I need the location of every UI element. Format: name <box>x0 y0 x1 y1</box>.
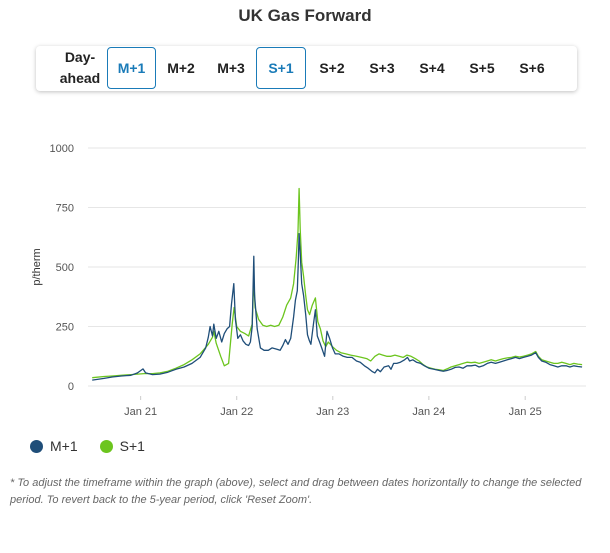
y-tick-label: 0 <box>68 381 74 393</box>
legend-label-m1: M+1 <box>50 438 78 454</box>
x-tick-label: Jan 22 <box>220 406 253 418</box>
legend-marker-m1 <box>30 439 43 453</box>
page-title: UK Gas Forward <box>238 6 372 25</box>
x-tick-label: Jan 21 <box>124 406 157 418</box>
legend-item-m1[interactable]: M+1 <box>30 438 78 454</box>
tab-s5[interactable]: S+5 <box>469 59 495 76</box>
x-tick-label: Jan 23 <box>316 406 349 418</box>
footnote: * To adjust the timeframe within the gra… <box>10 477 582 506</box>
y-tick-label: 750 <box>56 203 74 215</box>
period-tab-bar: Day-ahead M+1 M+2 M+3 S+1 S+2 S+3 S+4 S+… <box>36 46 577 91</box>
x-tick-label: Jan 24 <box>412 406 445 418</box>
line-chart[interactable]: 0 250 500 750 1000 Jan 21 Jan 22 Jan 23 Jan 24 Ja… <box>0 130 610 430</box>
series-line-s1[interactable] <box>92 187 583 379</box>
x-tick-label: Jan 25 <box>509 406 542 418</box>
tab-day-ahead[interactable]: Day-ahead <box>59 49 101 86</box>
y-tick-label: 500 <box>56 262 74 274</box>
y-axis-label: p/therm <box>31 248 43 285</box>
tab-s6[interactable]: S+6 <box>519 59 545 76</box>
series-line-m1[interactable] <box>92 233 583 381</box>
tab-m2[interactable]: M+2 <box>167 59 195 76</box>
legend-label-s1: S+1 <box>119 438 145 454</box>
tab-s2[interactable]: S+2 <box>319 59 345 76</box>
y-tick-label: 250 <box>56 322 74 334</box>
legend: M+1 S+1 <box>30 436 167 456</box>
tab-m1[interactable]: M+1 <box>107 47 156 89</box>
tab-m3[interactable]: M+3 <box>217 59 245 76</box>
tab-s3[interactable]: S+3 <box>369 59 395 76</box>
legend-item-s1[interactable]: S+1 <box>99 438 145 454</box>
chart-area[interactable]: 0 250 500 750 1000 Jan 21 Jan 22 Jan 23 Jan 24 Ja… <box>0 130 610 430</box>
legend-marker-s1 <box>99 439 113 453</box>
tab-s4[interactable]: S+4 <box>419 59 445 76</box>
y-tick-label: 1000 <box>50 143 74 155</box>
tab-s1[interactable]: S+1 <box>256 47 306 89</box>
